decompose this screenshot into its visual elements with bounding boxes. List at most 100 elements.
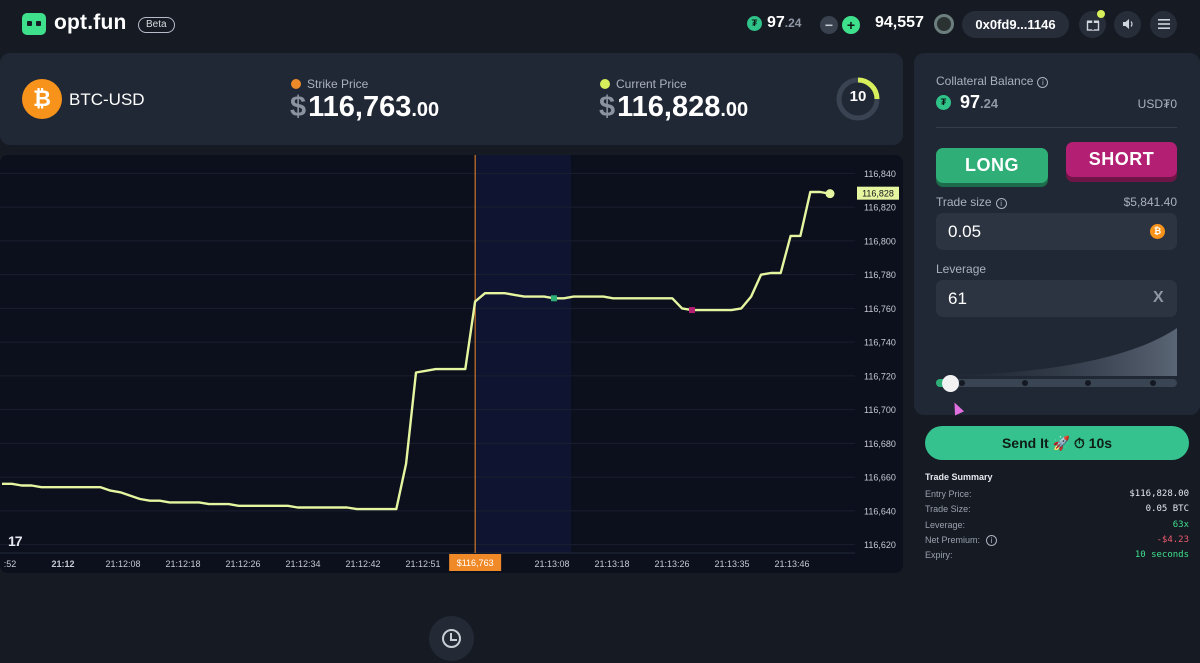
current-currency: $	[599, 91, 616, 123]
strike-price-dec: .00	[411, 99, 440, 121]
collateral-balance-value: 97.24	[960, 92, 998, 113]
divider	[936, 127, 1177, 128]
slider-tick[interactable]	[1085, 380, 1091, 386]
leverage-multiplier-icon: X	[1153, 289, 1164, 306]
x-tick-label: 21:12	[51, 559, 74, 569]
gift-icon	[1086, 20, 1099, 31]
summary-row: Leverage: 63x	[925, 520, 1189, 534]
strike-shade	[475, 155, 572, 553]
tradingview-logo[interactable]: 17	[8, 533, 23, 549]
y-tick-label: 116,740	[864, 338, 896, 348]
collateral-balance-label: Collateral Balance i	[936, 74, 1049, 88]
y-tick-label: 116,720	[864, 371, 896, 381]
menu-icon	[1157, 19, 1170, 29]
summary-row: Expiry: 10 seconds	[925, 550, 1189, 564]
y-tick-label: 116,820	[864, 203, 896, 213]
collateral-int: 97	[960, 92, 981, 112]
trade-size-usd: $5,841.40	[1123, 195, 1177, 209]
y-tick-label: 116,680	[864, 439, 896, 449]
logo-icon[interactable]	[22, 13, 46, 35]
strike-currency: $	[290, 91, 307, 123]
y-tick-label: 116,620	[864, 540, 896, 550]
price-header-panel	[0, 53, 903, 145]
strike-price-label: Strike Price	[291, 77, 368, 91]
header-balance-dec: .24	[784, 16, 802, 30]
price-series-line	[2, 190, 831, 511]
info-icon[interactable]: i	[1037, 77, 1049, 88]
slider-tick[interactable]	[1022, 380, 1028, 386]
price-chart[interactable]: 116,840 116,820 116,800 116,780 116,760 116,7…	[0, 155, 903, 573]
x-tick-label: :52	[4, 559, 17, 569]
x-tick-label: 21:12:08	[105, 559, 140, 569]
x-tick-label: 21:12:34	[285, 559, 320, 569]
trade-size-label: Trade size i	[936, 195, 1007, 209]
leverage-label: Leverage	[936, 262, 987, 276]
current-dot-icon	[600, 79, 610, 89]
brand-name[interactable]: opt.fun	[54, 11, 127, 34]
summary-row: Net Premium: -$4.23 i	[925, 534, 1189, 549]
current-price-value: $116,828.00	[599, 91, 748, 124]
trade-size-input[interactable]: 0.05	[936, 213, 1177, 250]
x-tick-label: 21:12:42	[345, 559, 380, 569]
menu-button[interactable]	[1150, 11, 1177, 38]
sound-icon	[1122, 19, 1133, 29]
send-it-button[interactable]: Send It 🚀 ⏱ 10s	[925, 426, 1189, 460]
points-value: 94,557	[875, 14, 924, 31]
current-price-dot	[825, 189, 835, 199]
usdt-coin-icon: ₮	[747, 16, 762, 31]
leverage-slider-track[interactable]	[936, 379, 1177, 387]
summary-value: 63x	[1172, 519, 1189, 530]
wallet-address-button[interactable]: 0x0fd9...1146	[962, 11, 1069, 38]
bitcoin-icon: ₿	[22, 79, 62, 119]
summary-key: Leverage:	[925, 519, 966, 530]
current-price-label-text: Current Price	[616, 77, 687, 91]
current-price-dec: .00	[720, 99, 749, 121]
slider-tick[interactable]	[959, 380, 965, 386]
collateral-balance-label-text: Collateral Balance	[936, 74, 1034, 88]
history-button[interactable]	[429, 616, 474, 661]
slider-tick[interactable]	[1150, 380, 1156, 386]
trade-summary-title: Trade Summary	[925, 472, 993, 482]
current-price-int: 116,828	[617, 91, 721, 123]
price-chart-svg[interactable]: 116,840 116,820 116,800 116,780 116,760 116,7…	[0, 155, 903, 573]
summary-key: Net Premium:	[925, 534, 981, 545]
bitcoin-icon: ₿	[1150, 224, 1165, 239]
strike-price-value: $116,763.00	[290, 91, 439, 124]
header-balance: 97.24	[767, 14, 801, 32]
y-tick-label: 116,640	[864, 506, 896, 516]
summary-key: Entry Price:	[925, 489, 972, 499]
y-tick-label: 116,800	[864, 236, 896, 246]
trade-size-label-text: Trade size	[936, 195, 992, 209]
usdt-coin-icon: ₮	[936, 95, 951, 110]
long-button[interactable]: LONG	[936, 148, 1048, 183]
countdown-ring	[836, 77, 880, 121]
deposit-button[interactable]: +	[842, 16, 860, 34]
strike-axis-label: $116,763	[457, 558, 494, 568]
asset-pair[interactable]: BTC-USD	[69, 90, 145, 109]
x-tick-label: 21:13:35	[714, 559, 749, 569]
current-price-tag	[857, 186, 899, 200]
current-price-label: Current Price	[600, 77, 687, 91]
summary-row: Trade Size: 0.05 BTC	[925, 504, 1189, 518]
points-icon	[934, 14, 954, 34]
beta-badge: Beta	[138, 17, 175, 33]
x-tick-label: 21:13:08	[534, 559, 569, 569]
summary-value: $116,828.00	[1129, 489, 1189, 499]
leverage-input[interactable]: 61	[936, 280, 1177, 317]
strike-price-int: 116,763	[308, 91, 412, 123]
y-tick-label: 116,700	[864, 405, 896, 415]
y-tick-label: 116,660	[864, 473, 896, 483]
y-tick-label: 116,760	[864, 304, 896, 314]
info-icon[interactable]: i	[995, 198, 1007, 209]
sound-button[interactable]	[1114, 11, 1141, 38]
info-icon[interactable]: i	[986, 534, 997, 546]
notification-dot	[1097, 10, 1105, 18]
strike-axis-tag	[449, 554, 502, 571]
current-price-tag-label: 116,828	[862, 189, 894, 199]
collateral-unit: USD₮0	[1137, 97, 1177, 111]
withdraw-button[interactable]: −	[820, 16, 838, 34]
summary-key: Expiry:	[925, 550, 953, 561]
short-button[interactable]: SHORT	[1066, 142, 1177, 177]
leverage-slider-handle[interactable]	[942, 375, 959, 392]
summary-value: -$4.23	[1156, 534, 1189, 545]
